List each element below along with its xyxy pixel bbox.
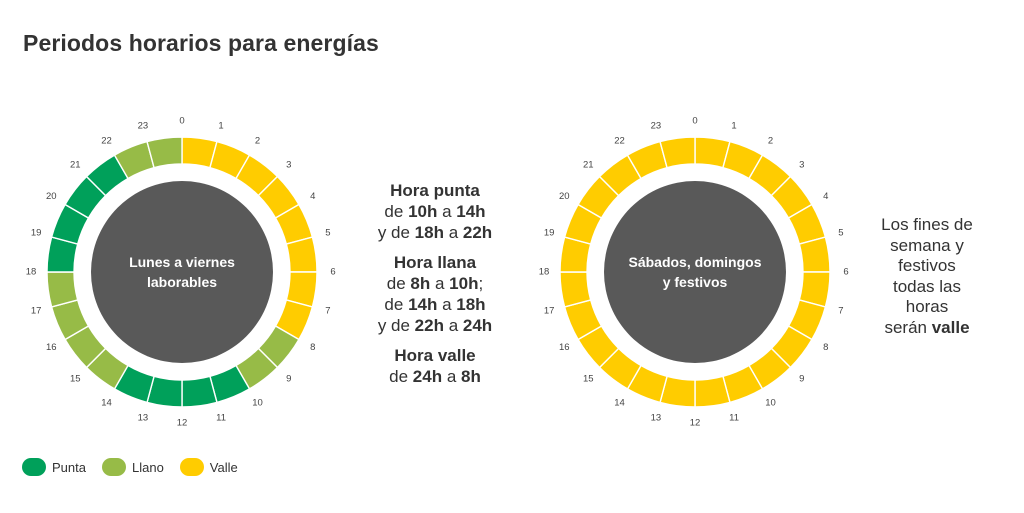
hour-label: 2 [255, 136, 260, 147]
hour-label: 4 [823, 191, 828, 202]
weekday-clock-chart: 0 1234567891011121314151617181920212223Lu… [26, 116, 336, 429]
valle-info: Hora valle de 24h a 8h [352, 345, 518, 387]
weekend-note-line: festivos [898, 256, 956, 275]
punta-info: Hora punta de 10h a 14h y de 18h a 22h [352, 180, 518, 243]
legend-swatch-llano [101, 458, 126, 476]
hour-label: 16 [46, 342, 57, 353]
valle-line-1: de 24h a 8h [389, 367, 481, 386]
hour-label: 20 [46, 191, 57, 202]
legend-item-valle: Valle [179, 458, 238, 476]
legend-item-llano: Llano [101, 458, 164, 476]
weekend-note-line: horas [905, 297, 949, 316]
hour-segment-17 [46, 271, 79, 308]
punta-line-2: y de 18h a 22h [377, 223, 493, 242]
weekend-note-line: todas las [892, 276, 962, 296]
hour-label: 12 [690, 418, 701, 429]
hour-label: 0 [692, 116, 697, 127]
hour-label: 15 [583, 373, 594, 384]
hour-label: 9 [286, 373, 291, 384]
hour-label: 3 [286, 160, 291, 171]
hour-label: 12 [177, 418, 188, 429]
hour-label: 22 [614, 136, 625, 147]
weekend-note: Los fines de semana y festivos todas las… [852, 215, 1002, 338]
hour-segment-5 [798, 236, 831, 273]
hour-label: 10 [252, 397, 263, 408]
legend-label: Llano [131, 459, 164, 475]
weekend-note-line: semana y [890, 235, 964, 255]
hour-label: 8 [823, 342, 828, 353]
legend-swatch-punta [22, 458, 46, 476]
hour-label: 13 [651, 412, 662, 423]
hour-label: 14 [101, 397, 112, 408]
weekend-note-line: serán valle [884, 317, 970, 337]
hour-label: 19 [544, 227, 555, 238]
llana-line-3: y de 22h a 24h [377, 316, 493, 335]
hour-label: 1 [218, 121, 223, 132]
hour-label: 6 [330, 267, 335, 278]
hour-label: 7 [838, 306, 843, 317]
hour-label: 18 [26, 267, 37, 278]
hour-label: 14 [614, 397, 625, 408]
llana-title: Hora llana [393, 253, 477, 272]
legend-item-punta: Punta [22, 458, 86, 476]
hour-segment-11 [694, 375, 731, 408]
hour-label: 17 [31, 306, 42, 317]
hour-label: 21 [70, 160, 81, 171]
legend-swatch-valle [179, 458, 204, 476]
hour-label: 20 [559, 191, 570, 202]
punta-title: Hora punta [390, 181, 480, 200]
hour-segment-11 [181, 375, 218, 408]
hour-label: 23 [138, 121, 149, 132]
llana-line-2: de 14h a 18h [384, 295, 486, 314]
hour-label: 1 [731, 121, 736, 132]
llana-line-1: de 8h a 10h; [386, 274, 484, 293]
hour-label: 19 [31, 227, 42, 238]
hour-label: 0 [179, 116, 184, 127]
period-info: Hora punta de 10h a 14h y de 18h a 22h H… [352, 180, 518, 396]
legend-label: Punta [52, 459, 86, 475]
clock-center [91, 181, 273, 363]
hour-label: 11 [216, 412, 226, 423]
hour-segment-17 [559, 271, 592, 308]
hour-label: 10 [765, 397, 776, 408]
hour-label: 5 [325, 227, 330, 238]
hour-label: 8 [310, 342, 315, 353]
hour-segment-23 [659, 136, 696, 169]
hour-label: 3 [799, 160, 804, 171]
hour-label: 4 [310, 191, 315, 202]
hour-segment-23 [146, 136, 183, 169]
hour-label: 2 [768, 136, 773, 147]
hour-label: 7 [325, 306, 330, 317]
legend-label: Valle [209, 459, 238, 475]
hour-label: 22 [101, 136, 112, 147]
hour-label: 23 [651, 121, 662, 132]
weekend-note-line: Los fines de [881, 215, 973, 234]
hour-label: 6 [843, 267, 848, 278]
page-title: Periodos horarios para energías [23, 30, 379, 56]
valle-title: Hora valle [394, 346, 476, 365]
punta-line-1: de 10h a 14h [384, 202, 486, 221]
hour-segment-5 [285, 236, 318, 273]
hour-label: 9 [799, 373, 804, 384]
hour-label: 18 [539, 267, 550, 278]
clock-center-label: Sábados, domingos [628, 254, 761, 270]
hour-label: 5 [838, 227, 843, 238]
hour-label: 16 [559, 342, 570, 353]
legend: Punta Llano Valle [22, 458, 254, 476]
clock-center-label: Lunes a viernes [129, 254, 235, 270]
clock-center [604, 181, 786, 363]
clock-center-label: y festivos [663, 274, 728, 290]
hour-label: 13 [138, 412, 149, 423]
hour-label: 17 [544, 306, 555, 317]
hour-label: 11 [729, 412, 739, 423]
clock-center-label: laborables [147, 274, 217, 290]
hour-label: 21 [583, 160, 594, 171]
hour-label: 15 [70, 373, 81, 384]
weekend-clock-chart: 0 1234567891011121314151617181920212223Sá… [539, 116, 849, 429]
llana-info: Hora llana de 8h a 10h; de 14h a 18h y d… [352, 252, 518, 336]
